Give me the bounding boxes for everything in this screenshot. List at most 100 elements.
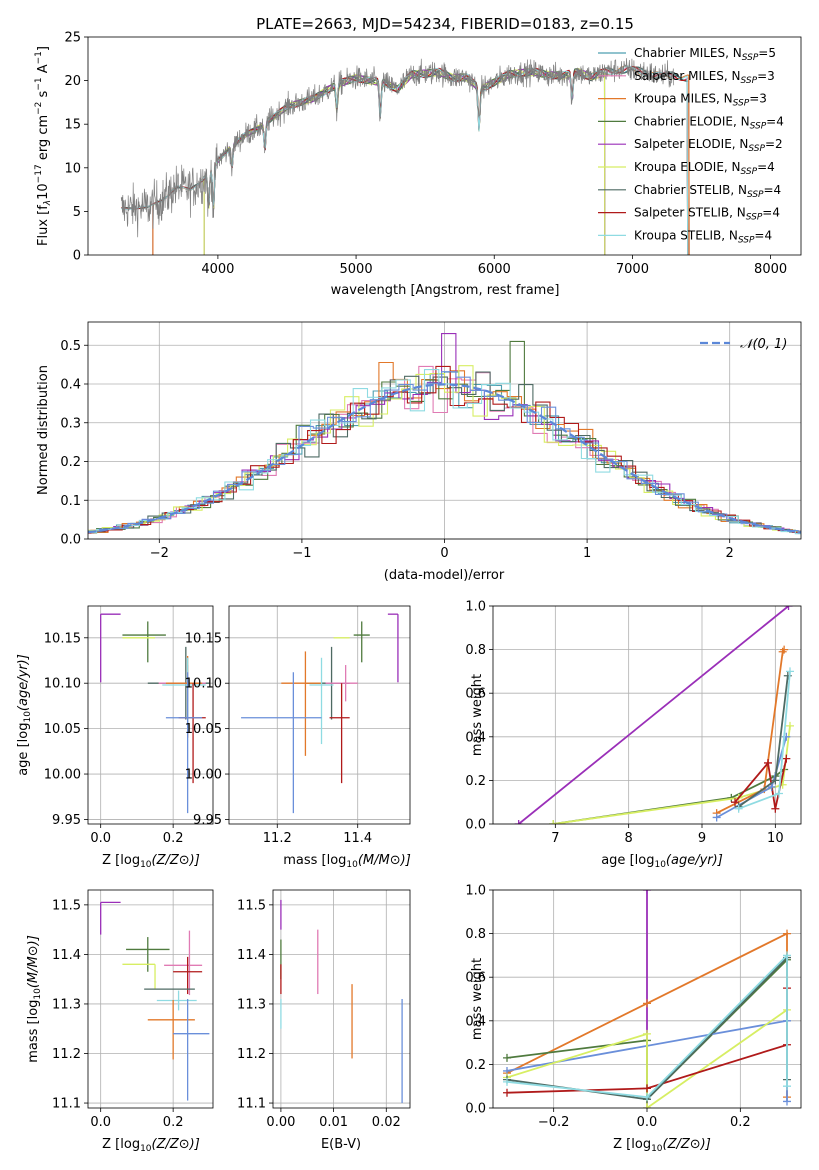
- weight-marker: [503, 1053, 511, 1062]
- residuals-frame: [87, 321, 802, 540]
- x-tick-label: 0: [440, 546, 448, 561]
- x-tick-label: 6000: [478, 262, 511, 277]
- legend-value: =4: [764, 183, 782, 197]
- legend-entry: Chabrier MILES, NSSP=5: [634, 46, 776, 63]
- errorbar-point: [353, 621, 370, 663]
- y-axis-label: mass weight: [470, 958, 485, 1040]
- errorbar-point: [173, 956, 203, 995]
- y-tick-label: 0.6: [465, 687, 486, 702]
- errorbar-point: [162, 657, 206, 731]
- data-spectrum: [120, 58, 675, 238]
- model-line: [121, 66, 689, 255]
- x-tick-label: −1: [292, 546, 311, 561]
- y-tick-label: 0: [73, 249, 81, 264]
- x-tick-label: 9: [698, 831, 706, 846]
- legend-value: =4: [762, 206, 780, 220]
- x-axis-label: Z [log10(Z/Z⊙)]: [102, 1137, 200, 1154]
- legend-value: =4: [757, 160, 775, 174]
- y-tick-label: 10.10: [44, 677, 81, 692]
- legend-value: =2: [765, 137, 783, 151]
- y-tick-label: 9.95: [193, 813, 222, 828]
- legend-value: =4: [766, 114, 784, 128]
- y-axis-label: Normed distribution: [36, 365, 51, 495]
- mass-vs-ebv-frame: [272, 889, 411, 1109]
- histogram-steps: [88, 365, 801, 534]
- weight-marker: [783, 1097, 791, 1106]
- legend-entry: Kroupa ELODIE, NSSP=4: [634, 160, 775, 177]
- y-tick-label: 10.15: [44, 631, 81, 646]
- y-tick-label: 10.00: [185, 768, 222, 783]
- errorbar-point: [329, 683, 350, 784]
- x-tick-label: −0.2: [538, 1115, 570, 1130]
- errorbar-point: [281, 651, 322, 756]
- y-tick-label: 10.10: [185, 677, 222, 692]
- y-tick-label: 11.4: [52, 948, 81, 963]
- y-tick-label: 15: [64, 118, 81, 133]
- mass-vs-Z-plot: [100, 901, 210, 1101]
- weight-marker: [783, 951, 791, 960]
- weight-line: [518, 606, 790, 824]
- x-tick-label: 5000: [340, 262, 373, 277]
- y-tick-label: 1.0: [465, 600, 486, 615]
- legend-subscript: SSP: [738, 235, 755, 245]
- model-line: [203, 68, 606, 255]
- spectrum-frame: [87, 36, 802, 256]
- weight-marker: [712, 813, 721, 822]
- y-tick-label: 0.5: [60, 339, 81, 354]
- weight-marker: [643, 1093, 651, 1102]
- x-tick-label: 0.2: [163, 831, 184, 846]
- age-vs-mass-plot: [241, 613, 399, 814]
- legend-subscript: SSP: [746, 213, 763, 223]
- weight-line: [506, 953, 788, 1099]
- weight-marker: [786, 667, 794, 676]
- y-tick-label: 1.0: [465, 884, 486, 899]
- errorbar-point: [126, 937, 170, 972]
- y-tick-label: 0.8: [465, 927, 486, 942]
- weight-marker: [783, 929, 791, 938]
- y-tick-label: 0.6: [465, 971, 486, 986]
- spectrum-plot: [120, 58, 690, 255]
- x-axis-label: E(B-V): [321, 1137, 361, 1152]
- y-tick-label: 0.1: [60, 494, 81, 509]
- weight-marker: [643, 890, 651, 894]
- x-tick-label: 0.0: [90, 831, 111, 846]
- y-tick-label: 5: [73, 205, 81, 220]
- y-tick-label: 10.00: [44, 768, 81, 783]
- model-line: [203, 67, 606, 255]
- weight-marker: [786, 721, 794, 730]
- y-tick-label: 0.0: [465, 818, 486, 833]
- errorbar-point: [173, 999, 210, 1101]
- x-tick-label: 0.0: [90, 1115, 111, 1130]
- age-vs-mass-axes: 11.2 11.4 9.95 10.00 10.05 10.10 10.15: [185, 606, 410, 846]
- y-tick-label: 11.2: [52, 1047, 81, 1062]
- weight-line: [552, 725, 791, 824]
- weight-marker: [503, 1077, 511, 1086]
- y-tick-label: 0.0: [465, 1102, 486, 1117]
- y-tick-label: 11.5: [237, 898, 266, 913]
- legend-value: =3: [757, 69, 775, 83]
- errorbar-point: [241, 672, 322, 814]
- mass-vs-Z-axes: 0.0 0.2 11.1 11.2 11.3 11.4 11.5: [52, 890, 213, 1130]
- legend-value: =4: [754, 228, 772, 242]
- legend-entry: Kroupa STELIB, NSSP=4: [634, 228, 772, 245]
- y-axis-label: mass [log10(M/M⊙)]: [26, 935, 43, 1063]
- x-tick-label: 7: [551, 831, 559, 846]
- legend-subscript: SSP: [741, 76, 758, 86]
- weight-line: [716, 649, 785, 814]
- x-axis-label: Z [log10(Z/Z⊙)]: [102, 853, 200, 870]
- spectrum-legend: Chabrier MILES, NSSP=5 Salpeter MILES, NS…: [598, 46, 784, 245]
- x-axis-label: (data-model)/error: [384, 568, 505, 583]
- errorbar-point: [387, 613, 399, 683]
- weight-marker: [783, 1082, 791, 1091]
- weight-marker: [767, 782, 776, 791]
- legend-entry: Salpeter MILES, NSSP=3: [634, 69, 775, 86]
- errorbar-point: [309, 657, 334, 745]
- legend-subscript: SSP: [747, 190, 764, 200]
- legend-entry: Salpeter ELODIE, NSSP=2: [634, 137, 783, 154]
- weight-vs-Z-plot: [503, 890, 791, 1108]
- weight-marker: [503, 1088, 511, 1097]
- weight-marker: [771, 804, 780, 813]
- age-vs-mass-frame: [228, 605, 411, 825]
- legend-subscript: SSP: [748, 144, 765, 154]
